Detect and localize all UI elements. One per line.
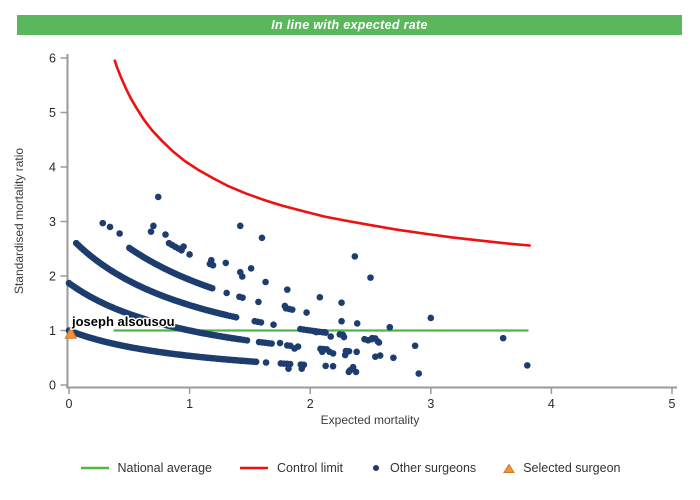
x-tick-label: 1 — [186, 397, 193, 411]
other-surgeon-dot[interactable] — [247, 265, 255, 272]
legend-label-other-surgeons: Other surgeons — [390, 461, 477, 475]
x-tick-label: 0 — [66, 397, 73, 411]
other-surgeon-dot[interactable] — [285, 365, 292, 372]
y-tick-label: 5 — [49, 106, 56, 120]
x-tick-label: 4 — [548, 397, 555, 411]
other-surgeon-dot[interactable] — [180, 243, 187, 250]
other-surgeon-dot[interactable] — [258, 234, 266, 242]
other-surgeon-dot[interactable] — [209, 261, 217, 269]
other-surgeon-dot[interactable] — [326, 348, 333, 356]
legend-item-selected-surgeon: Selected surgeon — [503, 461, 620, 475]
other-surgeon-dot[interactable] — [375, 339, 383, 346]
other-surgeon-dot[interactable] — [352, 368, 360, 376]
other-surgeon-dot[interactable] — [341, 351, 349, 359]
other-surgeon-dot[interactable] — [252, 358, 260, 366]
other-surgeon-dot[interactable] — [318, 348, 326, 356]
other-surgeon-dot[interactable] — [523, 362, 531, 369]
other-surgeon-dot[interactable] — [255, 298, 262, 306]
y-tick-label: 3 — [49, 215, 56, 229]
other-surgeon-dot[interactable] — [351, 253, 359, 260]
legend-label-selected-surgeon: Selected surgeon — [523, 461, 621, 475]
other-surgeon-dot[interactable] — [106, 223, 114, 231]
other-surgeon-dot[interactable] — [283, 286, 291, 293]
other-surgeon-dot[interactable] — [499, 334, 507, 342]
other-surgeon-dot[interactable] — [329, 362, 337, 370]
other-surgeon-dot[interactable] — [338, 317, 345, 325]
funnel-plot-chart: 0 1 2 3 4 5 0 1 2 3 4 5 6 joseph alsousou Expected mo… — [12, 52, 677, 427]
other-surgeon-dot[interactable] — [236, 222, 244, 230]
legend-item-national-average: National average — [80, 461, 213, 475]
other-surgeon-dot[interactable] — [262, 359, 270, 366]
other-surgeon-dot[interactable] — [208, 284, 216, 292]
y-tick-label: 6 — [49, 52, 56, 66]
x-tick-label: 5 — [669, 397, 676, 411]
x-tick-label: 3 — [427, 397, 434, 411]
other-surgeon-dot[interactable] — [390, 354, 397, 362]
legend: National average Control limit Other sur… — [0, 455, 700, 481]
other-surgeon-dot[interactable] — [99, 219, 107, 227]
other-surgeon-dot[interactable] — [367, 274, 374, 281]
selected-surgeon-name-label: joseph alsousou — [71, 314, 175, 329]
status-banner: In line with expected rate — [17, 15, 682, 35]
other-surgeon-dot[interactable] — [276, 339, 284, 347]
other-surgeon-dot[interactable] — [316, 293, 324, 301]
other-surgeon-dot[interactable] — [154, 193, 162, 201]
other-surgeon-dot[interactable] — [291, 345, 298, 352]
control-limit-curve — [113, 59, 532, 247]
other-surgeon-dot[interactable] — [262, 278, 269, 286]
other-surgeon-dot[interactable] — [186, 251, 193, 258]
legend-item-control-limit: Control limit — [239, 461, 343, 475]
other-surgeon-dot[interactable] — [232, 314, 240, 321]
other-surgeon-dot[interactable] — [147, 228, 155, 235]
other-surgeon-dot[interactable] — [411, 342, 419, 350]
other-surgeon-dot[interactable] — [327, 333, 335, 340]
other-surgeon-dot[interactable] — [340, 333, 348, 341]
y-axis-title: Standardised mortality ratio — [12, 148, 26, 294]
other-surgeon-dot[interactable] — [415, 370, 423, 377]
y-tick-label: 1 — [49, 324, 56, 338]
other-surgeon-dot[interactable] — [353, 320, 361, 327]
selected-surgeon-triangle-icon — [503, 463, 516, 473]
other-surgeon-dot[interactable] — [312, 328, 320, 336]
other-surgeon-dot[interactable] — [364, 337, 372, 344]
x-axis-title: Expected mortality — [321, 413, 420, 427]
national-average-line-icon — [80, 466, 109, 470]
other-surgeon-dot[interactable] — [116, 230, 123, 237]
other-surgeon-dot[interactable] — [208, 256, 215, 264]
other-surgeon-dot[interactable] — [346, 366, 354, 374]
other-surgeon-dot[interactable] — [338, 299, 345, 307]
other-surgeon-dot[interactable] — [268, 340, 275, 347]
other-surgeon-dot[interactable] — [239, 294, 246, 301]
y-tick-label: 0 — [49, 379, 56, 393]
other-surgeon-dot[interactable] — [322, 362, 329, 370]
other-surgeon-dot[interactable] — [222, 259, 230, 267]
other-surgeon-dot[interactable] — [257, 319, 265, 326]
other-surgeon-dot[interactable] — [303, 309, 310, 316]
selected-surgeon-marker[interactable] — [64, 326, 78, 339]
control-limit-line-icon — [240, 466, 269, 470]
other-surgeon-dot[interactable] — [162, 231, 169, 238]
other-surgeon-dot[interactable] — [427, 314, 435, 322]
other-surgeon-dot[interactable] — [353, 348, 360, 356]
other-surgeon-dot[interactable] — [236, 268, 244, 276]
y-tick-label: 4 — [49, 161, 56, 175]
legend-item-other-surgeons: Other surgeons — [370, 461, 476, 475]
x-tick-label: 2 — [307, 397, 314, 411]
status-banner-text: In line with expected rate — [271, 18, 428, 32]
other-surgeon-dot[interactable] — [321, 328, 328, 336]
legend-label-control-limit: Control limit — [277, 461, 344, 475]
other-surgeon-dot[interactable] — [372, 353, 379, 360]
surgeon-dot-icon — [373, 465, 380, 471]
other-surgeon-dot[interactable] — [298, 365, 306, 372]
other-surgeon-dot[interactable] — [386, 323, 394, 331]
other-surgeon-dot[interactable] — [223, 289, 230, 297]
other-surgeon-dot[interactable] — [281, 302, 289, 310]
other-surgeon-dot[interactable] — [243, 337, 251, 344]
other-surgeon-dot[interactable] — [150, 222, 157, 230]
other-surgeon-dot[interactable] — [270, 321, 277, 328]
legend-label-national-average: National average — [117, 461, 213, 475]
y-tick-label: 2 — [49, 270, 56, 284]
other-surgeon-dot[interactable] — [288, 306, 296, 313]
